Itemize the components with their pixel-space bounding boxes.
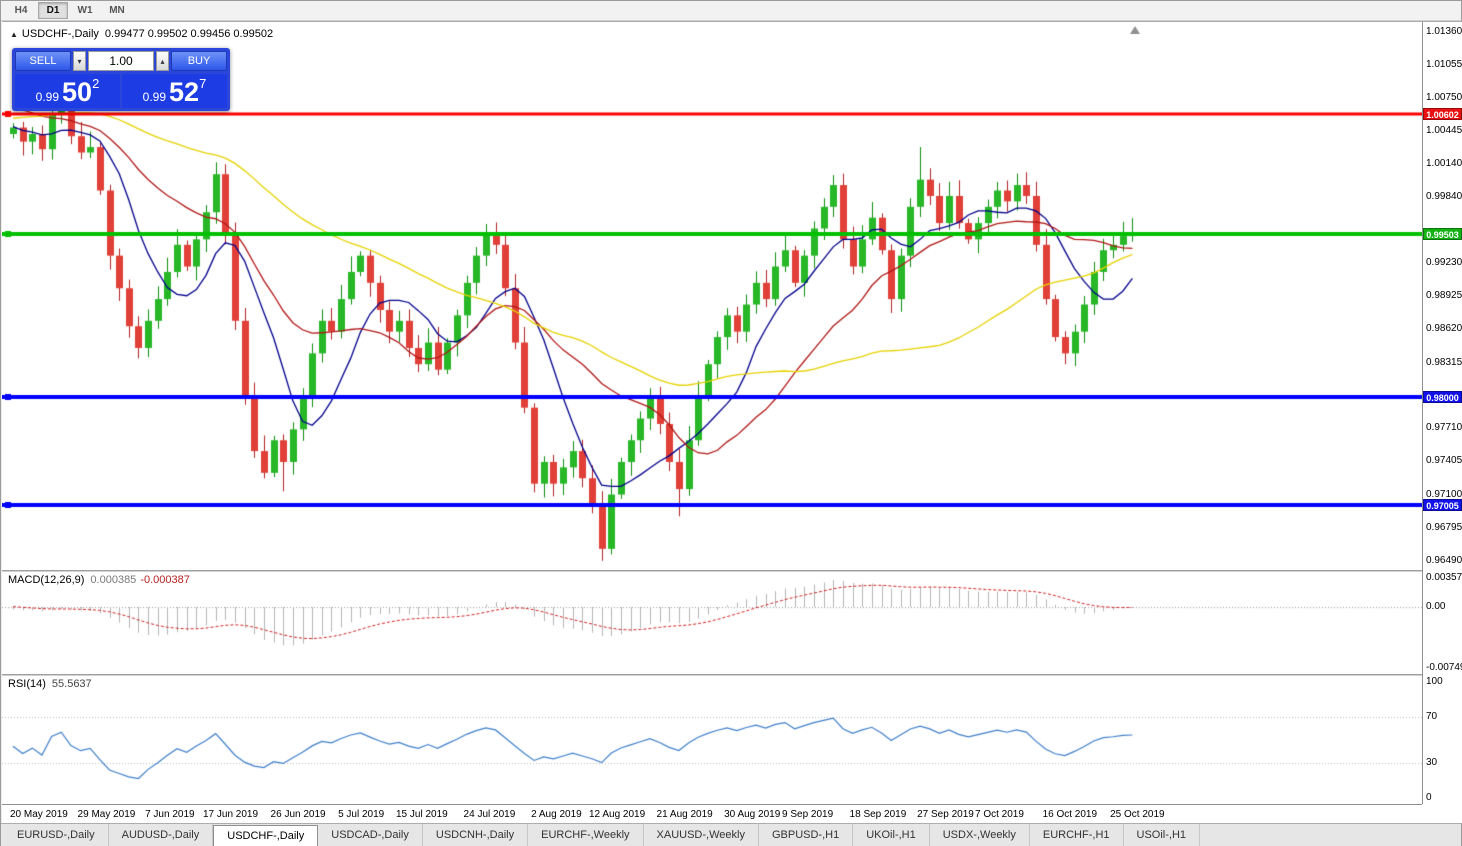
chart-symbol-label: USDCHF-,Daily [21,28,99,40]
price-tick-label: 0.98620 [1426,323,1462,335]
price-tick-label: 1.01055 [1426,59,1462,71]
rsi-axis-label: 0 [1426,792,1432,803]
price-line-badge[interactable]: 0.97005 [1423,498,1462,511]
date-label: 25 Oct 2019 [1110,809,1165,820]
price-tick-label: 0.99230 [1426,257,1462,269]
rsi-axis-label: 100 [1426,676,1443,687]
date-label: 27 Sep 2019 [917,809,974,820]
sell-price-display[interactable]: 0.99 50 2 [15,74,120,108]
date-label: 5 Jul 2019 [338,809,385,820]
price-tick-label: 0.96490 [1426,554,1462,566]
macd-label: MACD(12,26,9) [8,574,85,586]
date-label: 24 Jul 2019 [463,809,516,820]
timeframe-toolbar: H4 D1 W1 MN [1,1,1461,21]
chart-tab-bar: EURUSD-,Daily AUDUSD-,Daily USDCHF-,Daily U… [1,823,1461,846]
buy-price-pip-digit: 7 [199,76,207,91]
timeframe-button-w1[interactable]: W1 [77,5,93,16]
date-label: 16 Oct 2019 [1042,809,1098,820]
timeframe-button-d1[interactable]: D1 [38,2,68,19]
macd-main-value: 0.000385 [90,574,137,586]
macd-signal-value: -0.000387 [140,574,190,586]
chart-tab-usdcnh-daily[interactable]: USDCNH-,Daily [423,824,529,846]
chart-tab-eurchf-weekly[interactable]: EURCHF-,Weekly [528,824,644,846]
one-click-trading-panel: SELL ▾ 1.00 ▴ BUY 0.99 50 2 0.99 52 7 [12,48,230,111]
price-tick-label: 1.00140 [1426,158,1462,170]
date-label: 30 Aug 2019 [724,809,781,820]
collapse-icon[interactable]: ▲ [10,30,18,39]
rsi-axis-label: 30 [1426,757,1438,769]
date-label: 18 Sep 2019 [849,809,907,820]
chart-tab-ukoil-h1[interactable]: UKOil-,H1 [853,824,930,846]
date-label: 7 Oct 2019 [975,809,1024,820]
rsi-label: RSI(14) [8,678,46,690]
macd-header: MACD(12,26,9) 0.000385 -0.000387 [8,574,190,586]
chart-tab-gbpusd-h1[interactable]: GBPUSD-,H1 [759,824,854,846]
price-tick-label: 0.99840 [1426,191,1462,203]
price-chart-canvas[interactable] [2,22,1422,570]
volume-decrease-button[interactable]: ▾ [73,51,86,71]
sell-price-prefix: 0.99 [35,90,60,104]
date-label: 20 May 2019 [10,809,68,820]
rsi-header: RSI(14) 55.5637 [8,678,92,690]
price-line-badge[interactable]: 1.00602 [1423,108,1462,121]
price-tick-label: 1.00750 [1426,92,1462,104]
chart-tab-usdx-weekly[interactable]: USDX-,Weekly [930,824,1030,846]
price-line-badge[interactable]: 0.99503 [1423,227,1462,240]
date-label: 21 Aug 2019 [656,809,713,820]
date-label: 2 Aug 2019 [531,809,582,820]
sell-price-big-digits: 50 [62,77,93,107]
date-label: 17 Jun 2019 [203,809,259,820]
price-tick-label: 0.98925 [1426,290,1462,302]
rsi-value: 55.5637 [51,678,92,690]
date-label: 7 Jun 2019 [145,809,195,820]
volume-increase-button[interactable]: ▴ [156,51,169,71]
chart-region: ▲ USDCHF-,Daily 0.99477 0.99502 0.99456 0.… [2,21,1462,824]
date-label: 9 Sep 2019 [782,809,834,820]
buy-price-prefix: 0.99 [142,90,167,104]
sell-button[interactable]: SELL [15,51,71,71]
price-axis[interactable]: 1.01360 1.01055 1.00750 1.00445 1.00140 0.998… [1422,22,1462,804]
price-tick-label: 0.97710 [1426,422,1462,434]
price-tick-label: 1.01360 [1426,25,1462,37]
buy-price-display[interactable]: 0.99 52 7 [122,74,227,108]
date-label: 15 Jul 2019 [396,809,448,820]
chart-tab-usdchf-daily[interactable]: USDCHF-,Daily [213,825,319,846]
volume-input[interactable]: 1.00 [88,51,154,71]
macd-panel-splitter[interactable] [2,570,1462,572]
macd-indicator-canvas[interactable] [2,572,1422,674]
date-label: 26 Jun 2019 [270,809,326,820]
price-tick-label: 0.97405 [1426,455,1462,467]
buy-price-big-digits: 52 [169,77,200,107]
date-label: 12 Aug 2019 [589,809,646,820]
chart-tab-eurusd-daily[interactable]: EURUSD-,Daily [4,824,109,846]
price-tick-label: 1.00445 [1426,125,1462,137]
price-tick-label: 0.96795 [1426,521,1462,533]
rsi-axis-label: 70 [1426,710,1438,722]
buy-button[interactable]: BUY [171,51,227,71]
chart-tab-eurchf-h1[interactable]: EURCHF-,H1 [1030,824,1124,846]
chart-ohlc-values: 0.99477 0.99502 0.99456 0.99502 [104,28,274,40]
chart-tab-xauusd-weekly[interactable]: XAUUSD-,Weekly [644,824,759,846]
chart-tab-audusd-daily[interactable]: AUDUSD-,Daily [109,824,214,846]
timeframe-button-mn[interactable]: MN [109,5,125,16]
rsi-indicator-canvas[interactable] [2,676,1422,804]
price-tick-label: 0.98315 [1426,356,1462,368]
sell-price-pip-digit: 2 [92,76,100,91]
macd-axis-label: 0.00 [1426,601,1446,613]
chart-tab-usoil-h1[interactable]: USOil-,H1 [1124,824,1201,846]
macd-axis-label: -0.00749 [1426,662,1462,673]
date-axis[interactable]: 20 May 2019 29 May 2019 7 Jun 2019 17 Jun 2… [2,804,1422,824]
chart-title: ▲ USDCHF-,Daily 0.99477 0.99502 0.99456 0.… [10,28,273,40]
macd-axis-label: 0.003574 [1426,572,1462,583]
rsi-panel-splitter[interactable] [2,674,1462,676]
timeframe-button-h4[interactable]: H4 [14,5,28,16]
price-tick-label: 0.97100 [1426,488,1462,500]
chart-tab-usdcad-daily[interactable]: USDCAD-,Daily [318,824,423,846]
date-label: 29 May 2019 [77,809,136,820]
price-line-badge[interactable]: 0.98000 [1423,390,1462,403]
